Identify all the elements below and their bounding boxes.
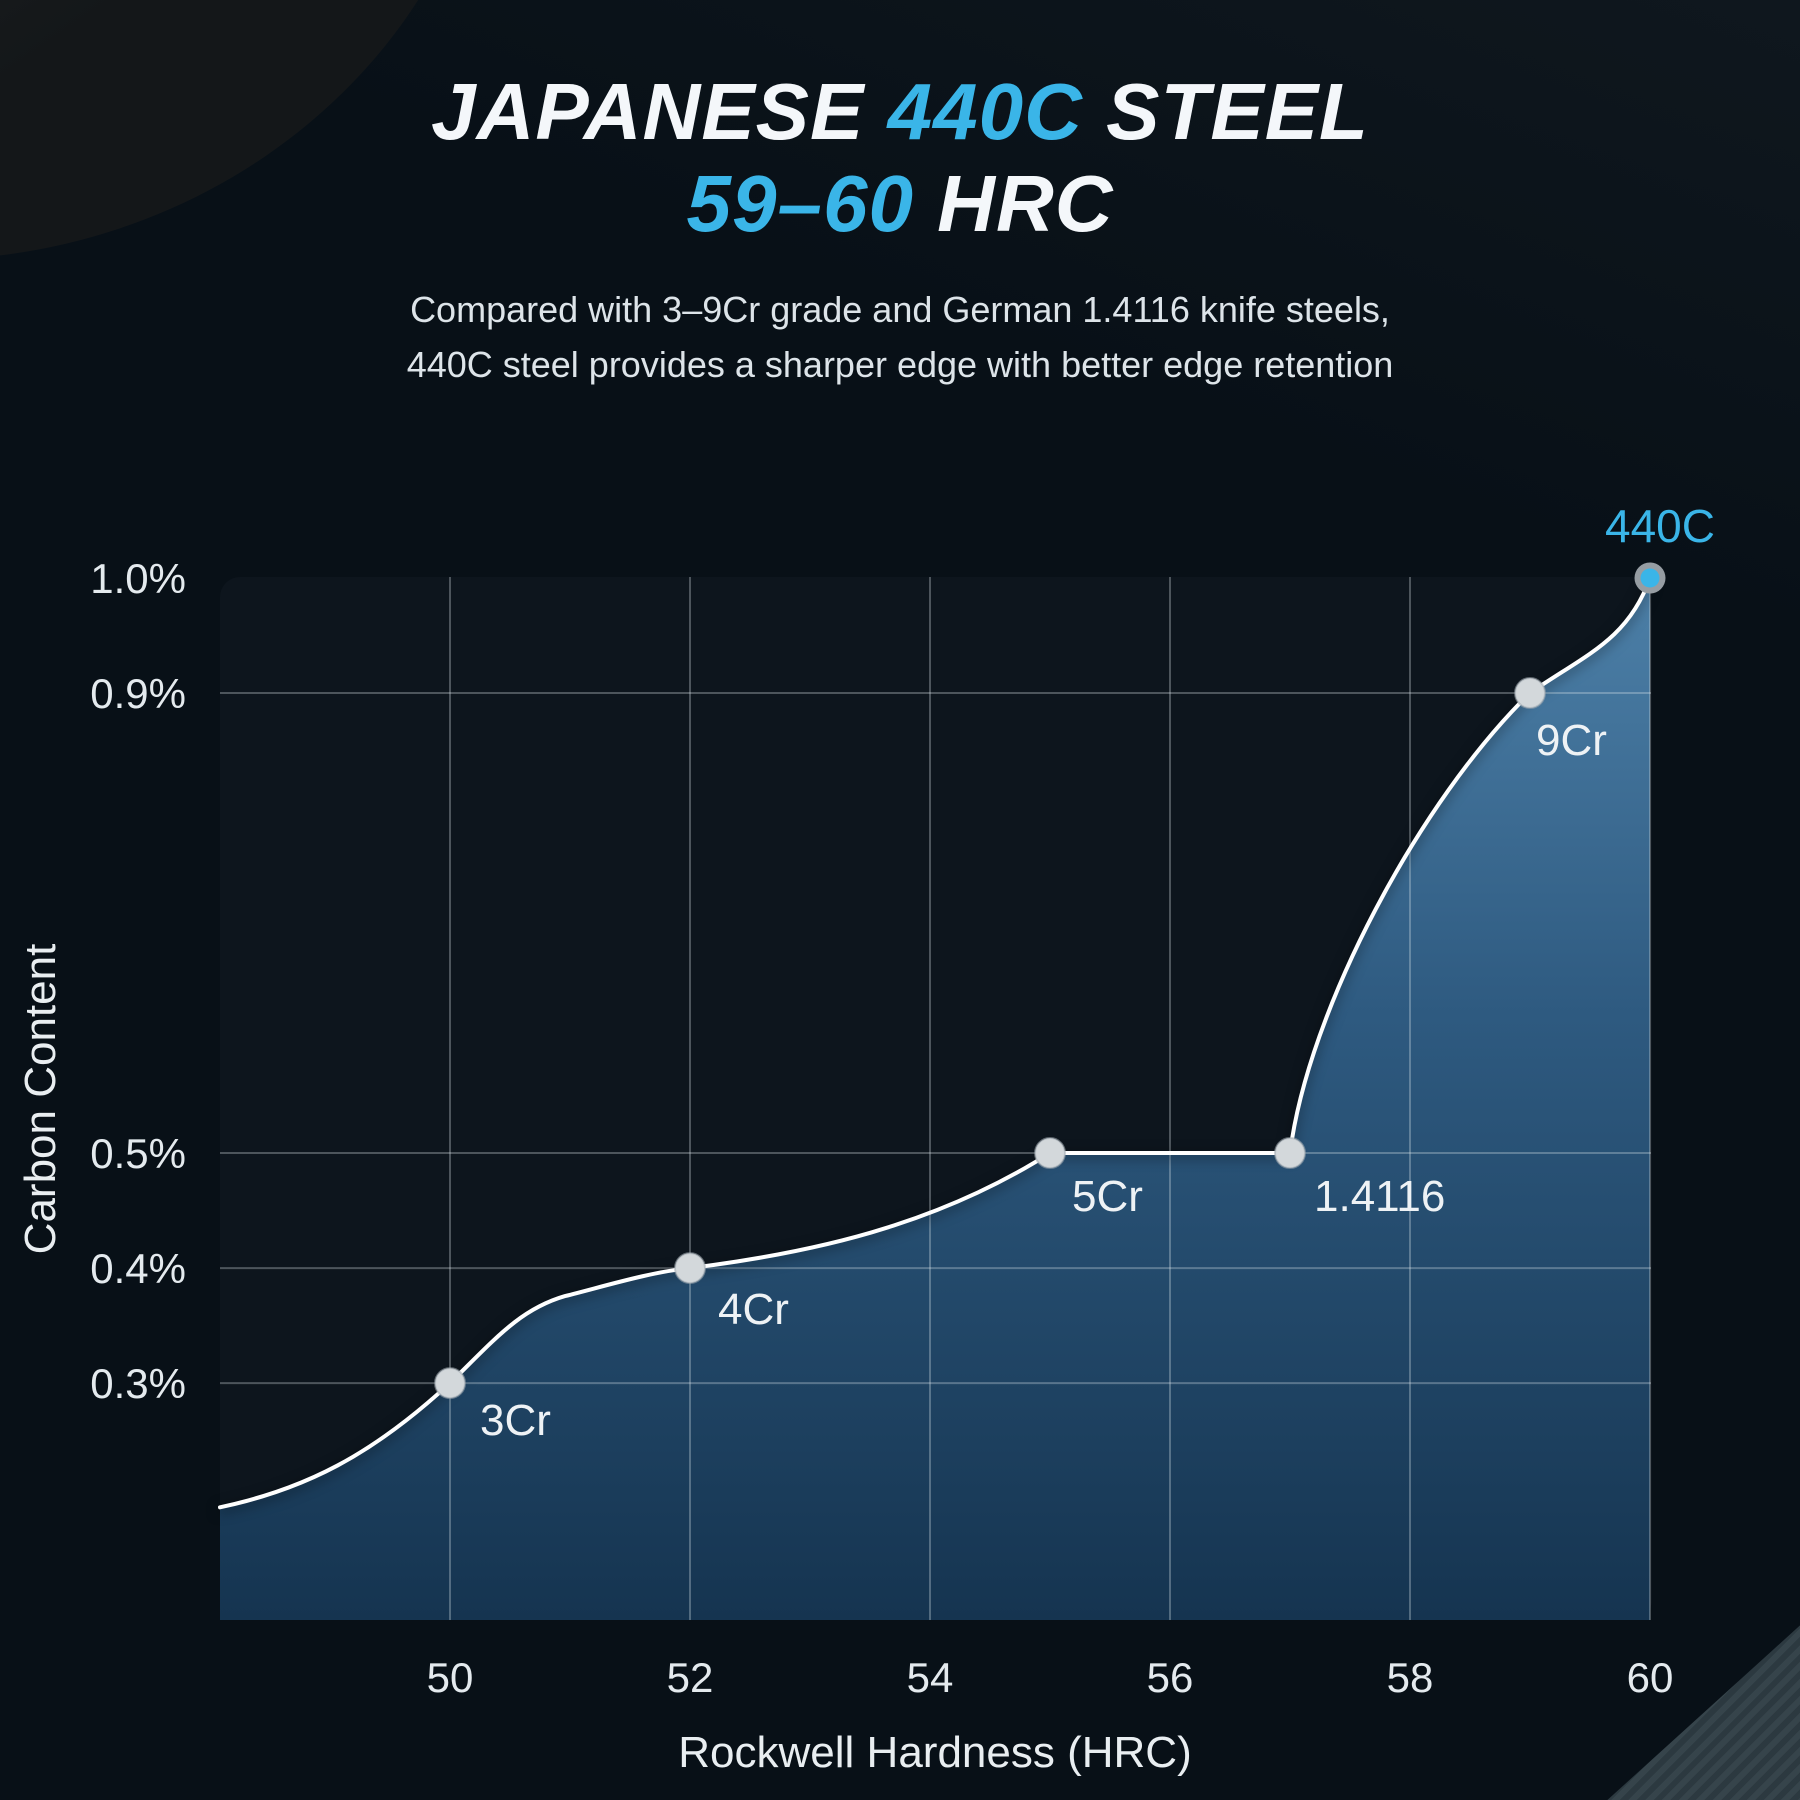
point-label-1.4116: 1.4116: [1314, 1172, 1445, 1221]
data-point-9Cr: [1514, 677, 1547, 710]
title-line-1: JAPANESE 440C STEEL: [0, 66, 1800, 158]
title-line-2-rest: HRC: [913, 159, 1114, 248]
page-title: JAPANESE 440C STEEL 59–60 HRC: [0, 66, 1800, 250]
x-tick-label-56: 56: [1147, 1654, 1194, 1701]
x-tick-label-50: 50: [427, 1654, 474, 1701]
title-highlight-hrc-range: 59–60: [686, 159, 914, 248]
y-axis-title: Carbon Content: [16, 943, 65, 1255]
point-label-3Cr: 3Cr: [480, 1396, 551, 1445]
point-label-440C: 440C: [1605, 500, 1715, 552]
subtitle-line-1: Compared with 3–9Cr grade and German 1.4…: [410, 289, 1390, 330]
header: JAPANESE 440C STEEL 59–60 HRC Compared w…: [0, 66, 1800, 392]
data-point-5Cr: [1034, 1137, 1067, 1170]
data-point-3Cr: [434, 1367, 467, 1400]
subtitle: Compared with 3–9Cr grade and German 1.4…: [0, 282, 1800, 392]
title-line-2: 59–60 HRC: [0, 158, 1800, 250]
area-fill: [220, 578, 1650, 1620]
x-axis-title: Rockwell Hardness (HRC): [678, 1728, 1192, 1777]
x-tick-label-58: 58: [1387, 1654, 1434, 1701]
title-part-1: JAPANESE: [431, 67, 888, 156]
title-highlight-440c: 440C: [887, 67, 1083, 156]
title-part-2: STEEL: [1082, 67, 1369, 156]
subtitle-line-2: 440C steel provides a sharper edge with …: [406, 344, 1394, 385]
y-tick-label-0.5%: 0.5%: [90, 1130, 186, 1177]
y-tick-label-0.9%: 0.9%: [90, 670, 186, 717]
x-tick-label-60: 60: [1627, 1654, 1674, 1701]
x-tick-label-52: 52: [667, 1654, 714, 1701]
data-point-1.4116: [1274, 1137, 1307, 1170]
data-point-440C: [1640, 568, 1660, 588]
x-tick-label-54: 54: [907, 1654, 954, 1701]
point-label-4Cr: 4Cr: [718, 1285, 789, 1334]
data-point-4Cr: [674, 1252, 707, 1285]
y-tick-label-1.0%: 1.0%: [90, 555, 186, 602]
y-tick-label-0.4%: 0.4%: [90, 1245, 186, 1292]
point-label-9Cr: 9Cr: [1536, 716, 1607, 765]
point-label-5Cr: 5Cr: [1072, 1172, 1143, 1221]
y-tick-label-0.3%: 0.3%: [90, 1360, 186, 1407]
